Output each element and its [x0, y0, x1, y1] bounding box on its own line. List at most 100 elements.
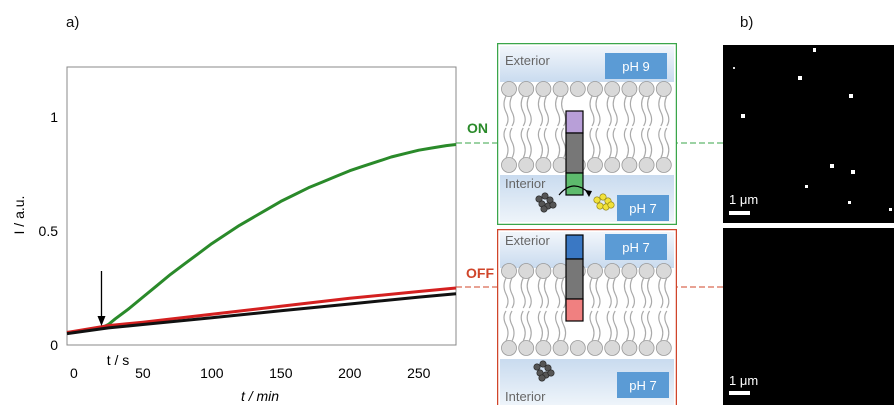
- schematic-on: Exterior Interior pH 9 pH 7: [497, 43, 677, 225]
- lipid-tail: [612, 127, 618, 159]
- on-label: ON: [467, 120, 488, 136]
- lipid-head: [604, 263, 621, 279]
- channel-top: [565, 234, 584, 260]
- lipid-head: [518, 81, 535, 97]
- lipid-tail: [561, 310, 567, 342]
- lipid-head: [587, 81, 603, 97]
- lipid-tail: [641, 127, 647, 159]
- lipid-tail: [543, 277, 549, 309]
- lipid-tail: [658, 277, 664, 309]
- interior-label: Interior: [505, 389, 546, 404]
- lipid-tail: [664, 310, 670, 342]
- lipid-tail: [658, 95, 664, 127]
- lipid-head: [501, 263, 517, 279]
- lipid-tail: [612, 310, 618, 342]
- lipid-tail: [595, 95, 601, 127]
- lipid-tail: [503, 310, 509, 342]
- fluorescent-spot: [813, 48, 816, 52]
- lipid-tail: [647, 277, 653, 309]
- lipid-tail: [537, 277, 543, 309]
- lipid-tail: [641, 95, 647, 127]
- lipid-tail: [561, 95, 567, 127]
- fluorescent-spot: [805, 185, 808, 188]
- x-tick-label: 250: [407, 365, 431, 381]
- lipid-tails: [503, 277, 670, 342]
- scale-bar-label: 1 μm: [729, 373, 759, 388]
- fluorescent-spot: [830, 164, 834, 168]
- lipid-tail: [629, 127, 635, 159]
- y-tick-label: 0.5: [39, 223, 59, 239]
- lipid-head: [587, 157, 603, 173]
- lipid-tail: [561, 277, 567, 309]
- lipid-tail: [561, 127, 567, 159]
- lipid-tail: [526, 127, 532, 159]
- cargo-cluster-yellow: [593, 193, 615, 211]
- channel-top: [565, 110, 584, 134]
- scale-bar-label: 1 μm: [729, 192, 759, 207]
- channel-middle: [565, 258, 584, 300]
- lipid-tail: [629, 277, 635, 309]
- lipid-tail: [589, 277, 595, 309]
- transport-arrowhead: [585, 190, 592, 197]
- plot-frame: [66, 66, 457, 346]
- time-arrow: [97, 271, 106, 326]
- exterior-ph: pH 9: [622, 59, 649, 74]
- x-tick-label: 150: [269, 365, 293, 381]
- lipid-tail: [589, 127, 595, 159]
- interior-ph-box: [617, 372, 669, 398]
- lipid-tail: [595, 127, 601, 159]
- lipid-tail: [526, 310, 532, 342]
- lipid-tail: [537, 127, 543, 159]
- lipid-head: [535, 340, 552, 356]
- x-tick-label: 200: [338, 365, 362, 381]
- lipid-tail: [664, 95, 670, 127]
- exterior-ph: pH 7: [622, 240, 649, 255]
- fluorescent-spot: [889, 208, 892, 211]
- lipid-tail: [503, 127, 509, 159]
- lipid-head: [604, 81, 621, 97]
- lipid-heads-top: [501, 81, 672, 97]
- series-line-2: [66, 292, 457, 336]
- lipid-head: [655, 157, 672, 173]
- lipid-tail: [537, 310, 543, 342]
- lipid-tail: [589, 310, 595, 342]
- lipid-head: [587, 340, 603, 356]
- series-layer: [66, 143, 457, 336]
- lipid-tail: [612, 277, 618, 309]
- lipid-tail: [658, 310, 664, 342]
- lipid-tail: [555, 310, 561, 342]
- lipid-head: [655, 263, 672, 279]
- lipid-tail: [641, 277, 647, 309]
- cargo-cluster-dark: [533, 360, 555, 382]
- lipid-head: [621, 81, 638, 97]
- lipid-tail: [509, 95, 515, 127]
- fluorescent-spot: [798, 76, 802, 80]
- off-label: OFF: [466, 265, 494, 281]
- lipid-tail: [509, 127, 515, 159]
- interior-label: Interior: [505, 176, 546, 191]
- lipid-tail: [647, 310, 653, 342]
- exterior-ph-box: [605, 53, 667, 79]
- y-tick-label: 0: [50, 337, 58, 353]
- fluorescent-spot: [848, 201, 851, 204]
- lipid-head: [569, 340, 586, 356]
- lipid-tail: [623, 310, 629, 342]
- lipid-tail: [647, 95, 653, 127]
- x-axis-ticks: 0 50 100 150 200 250: [70, 365, 431, 381]
- lipid-tail: [606, 95, 612, 127]
- series-line-1: [66, 286, 457, 334]
- interior-ph: pH 7: [629, 201, 656, 216]
- x-tick-label: 0: [70, 365, 78, 381]
- lipid-tail: [503, 95, 509, 127]
- schematic-off: Exterior Interior pH 7 pH 7: [497, 229, 677, 405]
- interior-ph: pH 7: [629, 378, 656, 393]
- lipid-tail: [606, 127, 612, 159]
- lipid-tails: [503, 95, 670, 159]
- lipid-tail: [503, 277, 509, 309]
- lipid-head: [638, 81, 655, 97]
- scale-bar: [729, 211, 750, 215]
- arrow-label: t / s: [107, 352, 130, 368]
- fluorescent-spot: [849, 94, 853, 98]
- lipid-head: [552, 81, 569, 97]
- fluorescent-spot: [851, 170, 855, 174]
